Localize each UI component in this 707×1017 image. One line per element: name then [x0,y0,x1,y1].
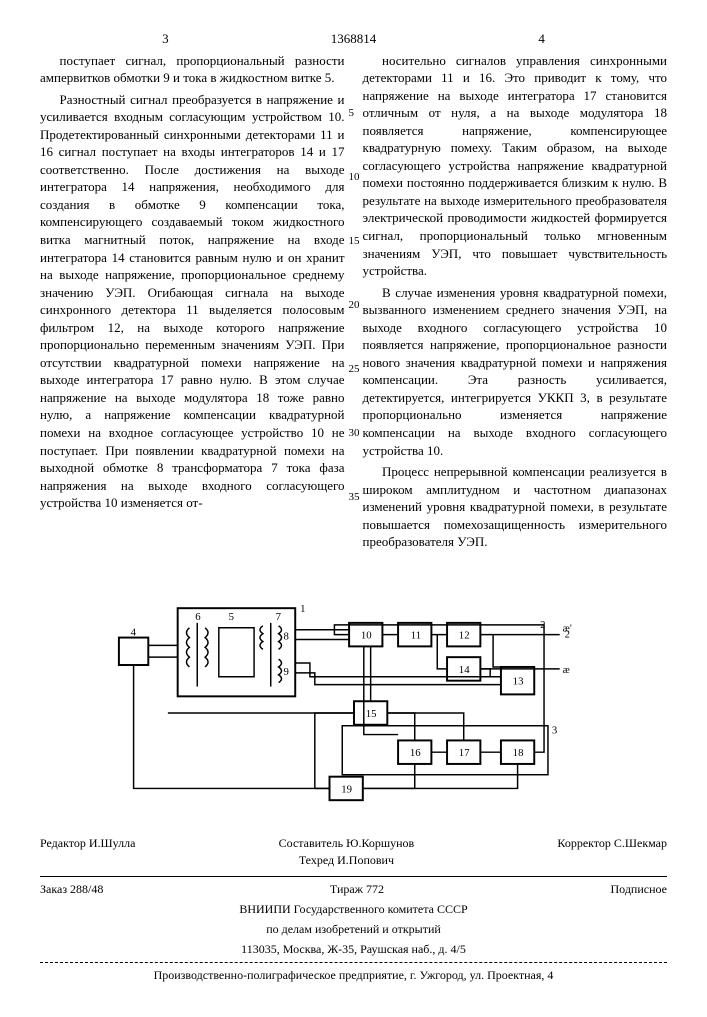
svg-text:19: 19 [341,783,352,795]
techred: Техред И.Попович [279,852,415,868]
svg-text:10: 10 [360,629,371,641]
para: поступает сигнал, пропорциональный разно… [40,52,345,87]
svg-text:16: 16 [409,747,420,759]
subscr: Подписное [611,881,668,897]
page-numbers: 3 1368814 4 [40,30,667,48]
line-mark: 15 [349,234,360,249]
svg-text:9: 9 [283,666,288,678]
compiler: Составитель Ю.Коршунов [279,835,415,851]
svg-text:14: 14 [458,664,469,676]
svg-text:5: 5 [228,611,233,623]
page-left: 3 [40,30,291,48]
org-line1: ВНИИПИ Государственного комитета СССР [40,901,667,917]
print-line: Производственно-полиграфическое предприя… [40,967,667,983]
line-mark: 25 [349,362,360,377]
line-mark: 10 [349,170,360,185]
line-mark: 30 [349,426,360,441]
svg-text:6: 6 [195,611,201,623]
line-mark: 35 [349,490,360,505]
svg-text:17: 17 [458,747,469,759]
org-line2: по делам изобретений и открытий [40,921,667,937]
line-mark: 5 [349,106,355,121]
svg-text:æ: æ [562,664,569,676]
tirazh: Тираж 772 [330,881,384,897]
svg-text:8: 8 [283,630,288,642]
doc-number: 1368814 [291,30,416,48]
svg-text:15: 15 [365,708,376,720]
left-column: поступает сигнал, пропорциональный разно… [40,52,345,555]
schematic-diagram: 6 5 7 4 8 9 3 10 11 12 14 13 15 16 17 18… [40,569,667,814]
order: Заказ 288/48 [40,881,103,897]
org-line3: 113035, Москва, Ж-35, Раушская наб., д. … [40,941,667,957]
para: носительно сигналов управления синхронны… [363,52,668,280]
svg-text:18: 18 [512,747,523,759]
svg-text:4: 4 [130,626,136,638]
svg-text:11: 11 [410,629,420,641]
page-right: 4 [416,30,667,48]
text-columns: поступает сигнал, пропорциональный разно… [40,52,667,555]
svg-text:1: 1 [300,603,305,615]
svg-text:12: 12 [458,629,469,641]
right-column: 5 10 15 20 25 30 35 носительно сигналов … [363,52,668,555]
svg-text:13: 13 [512,675,523,687]
editor: Редактор И.Шулла [40,835,135,867]
svg-text:7: 7 [275,611,281,623]
svg-text:2: 2 [564,628,569,640]
line-mark: 20 [349,298,360,313]
para: Процесс непрерывной компенсации реализуе… [363,463,668,551]
footer: Редактор И.Шулла Составитель Ю.Коршунов … [40,831,667,982]
para: Разностный сигнал преобразуется в напряж… [40,91,345,512]
corrector: Корректор С.Шекмар [557,835,667,867]
svg-text:3: 3 [551,724,556,736]
svg-text:2: 2 [540,619,545,631]
para: В случае изменения уровня квадратурной п… [363,284,668,459]
